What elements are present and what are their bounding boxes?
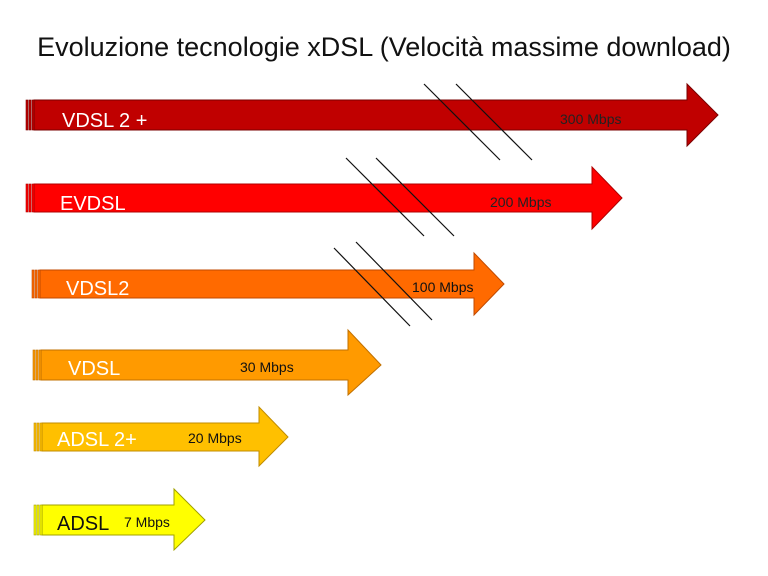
scale-break-line [355,241,433,321]
arrow-body [39,251,505,317]
arrow-tail-stripe [37,269,41,299]
arrow-tail-stripe [34,269,38,299]
arrow-tail-stripe [33,504,37,536]
technology-name: VDSL2 [66,278,129,300]
arrow-tail-stripe [31,99,35,131]
arrow-tail-stripe [38,349,42,381]
arrow-adsl: ADSL 7 Mbps [33,487,206,552]
technology-name: EVDSL [60,193,126,215]
arrow-adsl-2: ADSL 2+ 20 Mbps [33,405,289,468]
arrow-body [33,165,623,231]
technology-name: VDSL [68,358,120,380]
scale-break-marks [333,83,533,327]
speed-label: 300 Mbps [560,111,621,127]
arrow-tail-stripe [25,183,29,213]
arrow-body [41,405,289,468]
arrow-tail-stripe [31,183,35,213]
arrow-body [41,487,206,552]
speed-label: 100 Mbps [412,279,473,295]
arrow-tail-stripe [31,269,35,299]
scale-break-line [345,157,425,237]
arrow-tail-stripe [32,349,36,381]
arrow-tail-stripe [28,99,32,131]
technology-name: ADSL [57,513,109,535]
speed-label: 7 Mbps [124,514,170,530]
arrow-tail-stripe [33,422,37,452]
arrow-vdsl: VDSL 30 Mbps [32,328,382,397]
scale-break-line [455,83,533,161]
speed-label: 200 Mbps [490,194,551,210]
scale-break-line [375,157,455,237]
scale-break-line [333,247,411,327]
arrow-tail-stripe [25,99,29,131]
speed-label: 20 Mbps [188,430,242,446]
arrow-body [40,328,382,397]
technology-name: ADSL 2+ [57,429,137,451]
speed-label: 30 Mbps [240,359,294,375]
scale-break-line [423,83,501,161]
arrow-evdsl: EVDSL 200 Mbps [25,165,623,231]
arrow-tail-stripe [39,422,43,452]
arrow-tail-stripe [35,349,39,381]
arrow-vdsl2: VDSL2 100 Mbps [31,251,505,317]
arrow-tail-stripe [28,183,32,213]
page-title: Evoluzione tecnologie xDSL (Velocità mas… [37,32,731,62]
arrow-vdsl-2: VDSL 2 + 300 Mbps [25,82,719,148]
arrow-tail-stripe [39,504,43,536]
arrow-body [33,82,719,148]
arrow-tail-stripe [36,422,40,452]
technology-name: VDSL 2 + [62,110,147,132]
arrow-tail-stripe [36,504,40,536]
